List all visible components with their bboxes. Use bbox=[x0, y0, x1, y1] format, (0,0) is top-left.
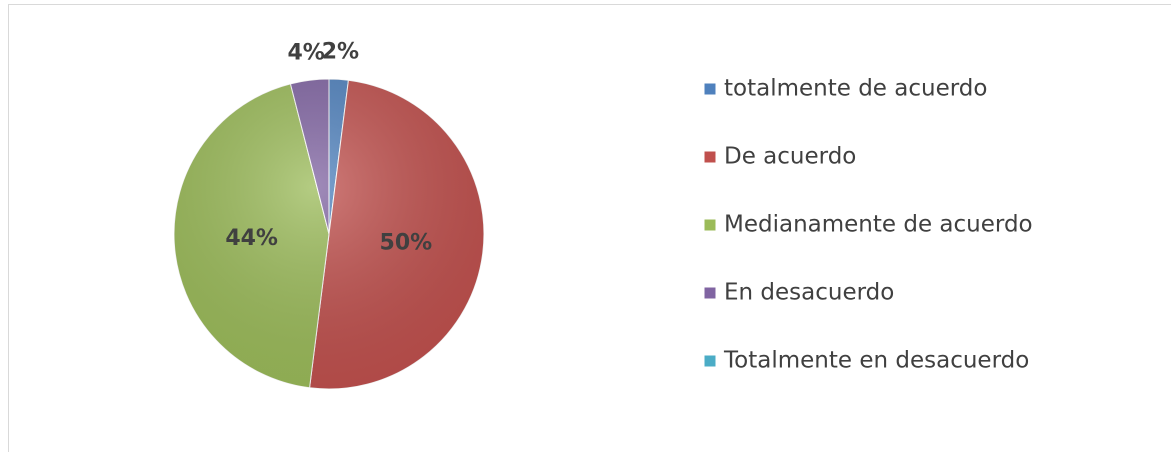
data-label: 2% bbox=[322, 39, 359, 64]
legend-label: Totalmente en desacuerdo bbox=[723, 348, 1029, 374]
legend-marker bbox=[704, 83, 716, 95]
legend-label: De acuerdo bbox=[724, 144, 856, 170]
legend-marker bbox=[704, 287, 716, 299]
legend-label: Medianamente de acuerdo bbox=[724, 212, 1033, 238]
legend-label: totalmente de acuerdo bbox=[724, 76, 987, 102]
data-label: 44% bbox=[225, 226, 278, 251]
data-label: 4% bbox=[288, 40, 325, 65]
legend-marker bbox=[704, 355, 716, 367]
legend-label: En desacuerdo bbox=[724, 280, 894, 306]
legend-marker bbox=[704, 219, 716, 231]
data-label: 50% bbox=[380, 231, 433, 256]
legend-marker bbox=[704, 151, 716, 163]
